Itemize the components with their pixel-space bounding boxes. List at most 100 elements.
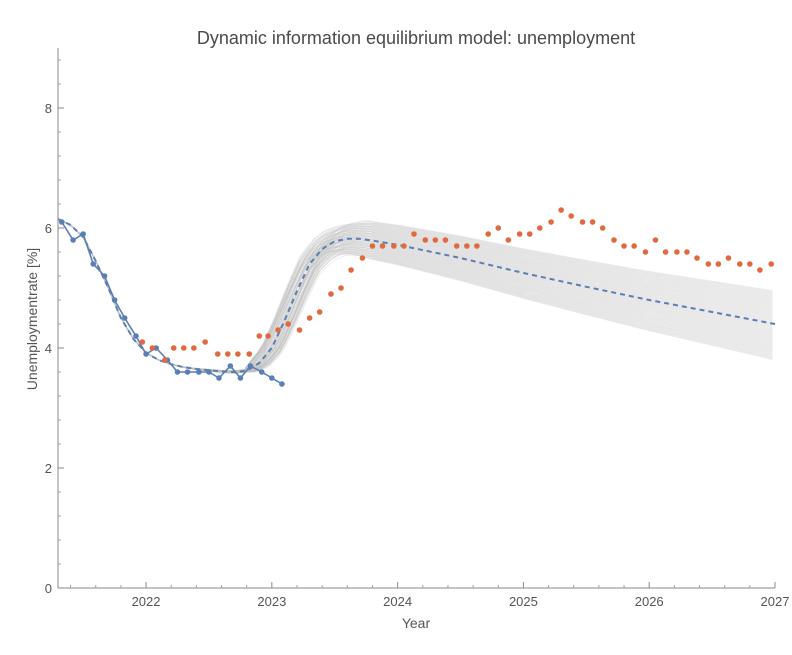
- forecast-point: [401, 243, 407, 249]
- ensemble-curve: [57, 218, 773, 373]
- ensemble-curve: [57, 218, 773, 372]
- forecast-point: [757, 267, 763, 273]
- ensemble-curve: [57, 218, 773, 373]
- y-tick-label: 8: [45, 101, 52, 116]
- forecast-point: [246, 351, 252, 357]
- forecast-point: [139, 339, 146, 345]
- x-tick-label: 2026: [635, 594, 664, 609]
- data-point: [247, 363, 254, 369]
- ensemble-curve: [57, 218, 773, 372]
- forecast-point: [631, 243, 637, 249]
- ticks: 0 2 4 6 8 2022 2023 2024 2025 2026 2027: [45, 59, 790, 609]
- forecast-point: [316, 309, 323, 315]
- forecast-point: [442, 237, 449, 243]
- ensemble-curve: [57, 218, 773, 374]
- ensemble-curve: [57, 218, 773, 373]
- forecast-point: [306, 315, 313, 321]
- forecast-point: [369, 243, 376, 249]
- forecast-point: [464, 243, 470, 249]
- forecast-point: [684, 249, 690, 255]
- forecast-point: [662, 249, 669, 255]
- ensemble-curve: [57, 218, 773, 374]
- data-point: [111, 297, 118, 303]
- ensemble-curve: [57, 218, 773, 373]
- forecast-point: [599, 225, 606, 231]
- data-point: [206, 369, 212, 375]
- ensemble-curve: [57, 218, 773, 373]
- ensemble-curve: [57, 218, 773, 373]
- ensemble-curve: [57, 218, 773, 373]
- ensemble-curve: [57, 218, 773, 373]
- data-point: [90, 261, 97, 267]
- data-point: [70, 237, 76, 243]
- data-point: [101, 273, 108, 279]
- y-tick-label: 2: [45, 461, 52, 476]
- forecast-point: [548, 219, 554, 225]
- data-point: [121, 315, 128, 321]
- forecast-point: [328, 291, 334, 297]
- ensemble-curve: [57, 218, 773, 373]
- forecast-point: [411, 231, 417, 237]
- data-point: [227, 363, 234, 369]
- x-tick-label: 2027: [761, 594, 790, 609]
- ensemble-curve: [57, 218, 773, 373]
- forecast-point: [149, 345, 156, 351]
- forecast-point: [391, 243, 397, 249]
- forecast-point: [705, 261, 712, 267]
- ensemble-curve: [57, 218, 773, 374]
- forecast-point: [715, 261, 722, 267]
- ensemble-curve: [57, 218, 773, 373]
- ensemble-curve: [57, 218, 773, 374]
- forecast-point: [235, 351, 241, 357]
- data-point: [279, 381, 285, 387]
- forecast-point: [558, 207, 564, 213]
- ensemble-curve: [57, 218, 773, 373]
- ensemble-curve: [57, 218, 773, 374]
- forecast-point: [694, 255, 700, 261]
- forecast-point: [725, 255, 732, 261]
- x-tick-label: 2023: [257, 594, 286, 609]
- ensemble-curve: [57, 218, 773, 373]
- forecast-point: [579, 219, 586, 225]
- forecast-point: [485, 231, 492, 237]
- x-tick-label: 2022: [132, 594, 161, 609]
- ensemble-curve: [57, 218, 773, 374]
- forecast-point: [474, 243, 480, 249]
- ensemble-curve: [57, 218, 773, 373]
- ensemble-curve: [57, 218, 773, 373]
- forecast-point: [611, 237, 617, 243]
- ensemble-curve: [57, 218, 773, 374]
- forecast-point: [568, 213, 575, 219]
- ensemble-curve: [57, 218, 773, 373]
- ensemble-curve: [57, 218, 773, 372]
- ensemble-curve: [57, 218, 773, 372]
- forecast-point: [432, 237, 439, 243]
- forecast-point: [180, 345, 187, 351]
- data-point: [184, 369, 191, 375]
- ensemble-curve: [57, 218, 773, 373]
- data-point: [80, 231, 86, 237]
- ensemble-curve: [57, 218, 773, 373]
- data-point: [258, 369, 265, 375]
- forecast-point: [202, 339, 208, 345]
- ensemble-curve: [57, 218, 773, 373]
- ensemble-curve: [57, 218, 773, 372]
- ensemble-curve: [57, 218, 773, 373]
- data-point: [196, 369, 202, 375]
- ensemble-curve: [57, 218, 773, 374]
- ensemble-curve: [57, 218, 773, 374]
- ensemble-curve: [57, 218, 773, 372]
- ensemble-curve: [57, 218, 773, 374]
- forecast-point: [379, 243, 386, 249]
- data-point: [216, 375, 222, 381]
- forecast-point: [526, 231, 533, 237]
- forecast-point: [453, 243, 460, 249]
- ensemble-curve: [57, 218, 773, 374]
- forecast-point: [621, 243, 627, 249]
- forecast-point: [285, 321, 291, 327]
- data-point: [143, 351, 149, 357]
- forecast-point: [536, 225, 543, 231]
- series-layer: [57, 207, 776, 387]
